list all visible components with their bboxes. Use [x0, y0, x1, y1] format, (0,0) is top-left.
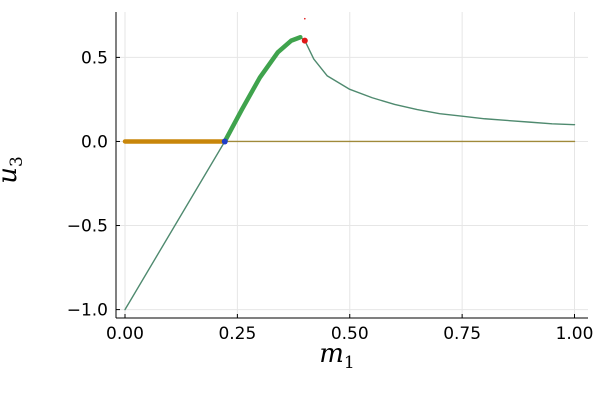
- series-line: [222, 34, 303, 144]
- data-point-marker: [301, 37, 308, 44]
- series: [122, 34, 576, 311]
- y-axis-label: u3: [0, 156, 27, 184]
- x-tick-label: 0.50: [331, 324, 369, 344]
- x-tick-label: 0.25: [218, 324, 256, 344]
- tick-labels: 0.00 0.25 0.50 0.75 1.00 −1.0 −0.5 0.0 0.5: [67, 48, 594, 344]
- x-axis-label-sub: 1: [344, 353, 355, 373]
- axes: [115, 12, 588, 319]
- x-axis-label: m1: [319, 339, 354, 373]
- y-tick-label: −1.0: [67, 301, 108, 321]
- y-tick-label: −0.5: [67, 217, 108, 237]
- data-point-marker: [304, 17, 306, 20]
- x-tick-label: 0.75: [443, 324, 481, 344]
- x-axis-label-main: m: [319, 339, 344, 369]
- y-axis-label-main: u: [0, 167, 23, 184]
- y-tick-label: 0.5: [81, 48, 108, 68]
- markers: [221, 17, 308, 145]
- data-point-marker: [221, 138, 228, 145]
- y-axis-label-sub: 3: [7, 156, 27, 167]
- y-tick-label: 0.0: [81, 132, 108, 152]
- x-tick-label: 1.00: [556, 324, 594, 344]
- x-tick-label: 0.00: [106, 324, 144, 344]
- grid: [116, 12, 588, 318]
